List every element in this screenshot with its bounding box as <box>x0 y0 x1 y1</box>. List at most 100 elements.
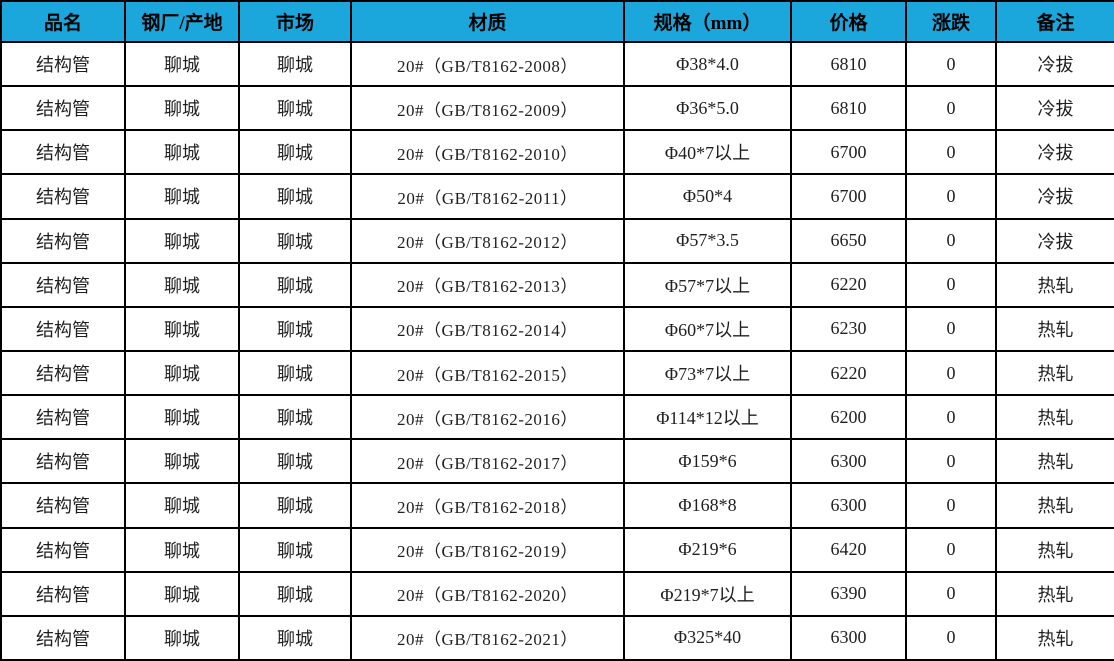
cell-origin: 聊城 <box>124 349 240 397</box>
cell-origin: 聊城 <box>124 129 240 176</box>
cell-change: 0 <box>905 526 997 573</box>
cell-price: 6390 <box>790 570 907 617</box>
cell-spec: Φ73*7以上 <box>623 349 792 397</box>
cell-market: 聊城 <box>238 85 352 132</box>
cell-spec: Φ114*12以上 <box>623 394 792 441</box>
cell-remark: 热轧 <box>995 305 1114 352</box>
cell-price: 6300 <box>790 614 907 661</box>
cell-origin: 聊城 <box>124 526 240 573</box>
cell-change: 0 <box>905 261 997 308</box>
cell-origin: 聊城 <box>124 394 240 441</box>
cell-price: 6650 <box>790 217 907 264</box>
table-row: 结构管 聊城 聊城 20#（GB/T8162-2012） Φ57*3.5 6650 0 冷拔 <box>0 217 1114 264</box>
col-header-material: 材质 <box>350 0 625 43</box>
cell-market: 聊城 <box>238 570 352 617</box>
cell-name: 结构管 <box>0 526 126 573</box>
table-row: 结构管 聊城 聊城 20#（GB/T8162-2016） Φ114*12以上 6200 0 热… <box>0 394 1114 441</box>
cell-name: 结构管 <box>0 173 126 220</box>
table-body: 结构管 聊城 聊城 20#（GB/T8162-2008） Φ38*4.0 6810 0 冷拔结… <box>0 40 1114 661</box>
cell-material: 20#（GB/T8162-2021） <box>350 614 625 661</box>
cell-market: 聊城 <box>238 173 352 220</box>
cell-spec: Φ50*4 <box>623 173 792 220</box>
cell-market: 聊城 <box>238 526 352 573</box>
cell-market: 聊城 <box>238 349 352 397</box>
cell-price: 6220 <box>790 349 907 397</box>
table-row: 结构管 聊城 聊城 20#（GB/T8162-2014） Φ60*7以上 6230 0 热轧 <box>0 305 1114 352</box>
cell-price: 6300 <box>790 482 907 529</box>
table-row: 结构管 聊城 聊城 20#（GB/T8162-2019） Φ219*6 6420 0 热轧 <box>0 526 1114 573</box>
cell-change: 0 <box>905 482 997 529</box>
cell-origin: 聊城 <box>124 85 240 132</box>
cell-name: 结构管 <box>0 217 126 264</box>
cell-remark: 热轧 <box>995 349 1114 397</box>
header-row: 品名 钢厂/产地 市场 材质 规格（mm） 价格 涨跌 备注 <box>0 0 1114 43</box>
cell-spec: Φ40*7以上 <box>623 129 792 176</box>
cell-market: 聊城 <box>238 394 352 441</box>
cell-origin: 聊城 <box>124 217 240 264</box>
cell-change: 0 <box>905 394 997 441</box>
cell-change: 0 <box>905 173 997 220</box>
cell-name: 结构管 <box>0 85 126 132</box>
cell-material: 20#（GB/T8162-2014） <box>350 305 625 352</box>
cell-remark: 冷拔 <box>995 40 1114 88</box>
cell-price: 6700 <box>790 129 907 176</box>
cell-price: 6200 <box>790 394 907 441</box>
table-row: 结构管 聊城 聊城 20#（GB/T8162-2008） Φ38*4.0 6810 0 冷拔 <box>0 40 1114 88</box>
cell-material: 20#（GB/T8162-2016） <box>350 394 625 441</box>
cell-spec: Φ36*5.0 <box>623 85 792 132</box>
cell-name: 结构管 <box>0 40 126 88</box>
cell-name: 结构管 <box>0 614 126 661</box>
cell-name: 结构管 <box>0 482 126 529</box>
cell-origin: 聊城 <box>124 173 240 220</box>
cell-spec: Φ60*7以上 <box>623 305 792 352</box>
table-row: 结构管 聊城 聊城 20#（GB/T8162-2013） Φ57*7以上 6220 0 热轧 <box>0 261 1114 308</box>
table-header: 品名 钢厂/产地 市场 材质 规格（mm） 价格 涨跌 备注 <box>0 0 1114 43</box>
cell-origin: 聊城 <box>124 482 240 529</box>
cell-origin: 聊城 <box>124 40 240 88</box>
cell-material: 20#（GB/T8162-2008） <box>350 40 625 88</box>
col-header-note: 备注 <box>995 0 1114 43</box>
cell-origin: 聊城 <box>124 614 240 661</box>
cell-name: 结构管 <box>0 305 126 352</box>
cell-spec: Φ57*3.5 <box>623 217 792 264</box>
cell-price: 6420 <box>790 526 907 573</box>
cell-spec: Φ159*6 <box>623 438 792 485</box>
cell-market: 聊城 <box>238 129 352 176</box>
cell-name: 结构管 <box>0 438 126 485</box>
cell-name: 结构管 <box>0 394 126 441</box>
cell-material: 20#（GB/T8162-2010） <box>350 129 625 176</box>
cell-change: 0 <box>905 349 997 397</box>
cell-remark: 热轧 <box>995 570 1114 617</box>
cell-material: 20#（GB/T8162-2012） <box>350 217 625 264</box>
cell-market: 聊城 <box>238 217 352 264</box>
cell-origin: 聊城 <box>124 438 240 485</box>
cell-remark: 热轧 <box>995 526 1114 573</box>
cell-spec: Φ38*4.0 <box>623 40 792 88</box>
cell-market: 聊城 <box>238 482 352 529</box>
cell-price: 6810 <box>790 85 907 132</box>
cell-name: 结构管 <box>0 349 126 397</box>
col-header-product-name: 品名 <box>0 0 126 43</box>
cell-material: 20#（GB/T8162-2011） <box>350 173 625 220</box>
cell-spec: Φ57*7以上 <box>623 261 792 308</box>
cell-remark: 冷拔 <box>995 85 1114 132</box>
cell-price: 6220 <box>790 261 907 308</box>
cell-change: 0 <box>905 217 997 264</box>
table-row: 结构管 聊城 聊城 20#（GB/T8162-2021） Φ325*40 6300 0 热轧 <box>0 614 1114 661</box>
table-row: 结构管 聊城 聊城 20#（GB/T8162-2018） Φ168*8 6300 0 热轧 <box>0 482 1114 529</box>
cell-origin: 聊城 <box>124 570 240 617</box>
cell-material: 20#（GB/T8162-2009） <box>350 85 625 132</box>
cell-market: 聊城 <box>238 614 352 661</box>
cell-market: 聊城 <box>238 261 352 308</box>
col-header-change: 涨跌 <box>905 0 997 43</box>
cell-remark: 冷拔 <box>995 217 1114 264</box>
cell-name: 结构管 <box>0 261 126 308</box>
table-row: 结构管 聊城 聊城 20#（GB/T8162-2015） Φ73*7以上 6220 0 热轧 <box>0 349 1114 397</box>
cell-material: 20#（GB/T8162-2019） <box>350 526 625 573</box>
cell-origin: 聊城 <box>124 305 240 352</box>
cell-spec: Φ168*8 <box>623 482 792 529</box>
cell-change: 0 <box>905 614 997 661</box>
cell-change: 0 <box>905 129 997 176</box>
cell-name: 结构管 <box>0 129 126 176</box>
table-row: 结构管 聊城 聊城 20#（GB/T8162-2010） Φ40*7以上 6700 0 冷拔 <box>0 129 1114 176</box>
